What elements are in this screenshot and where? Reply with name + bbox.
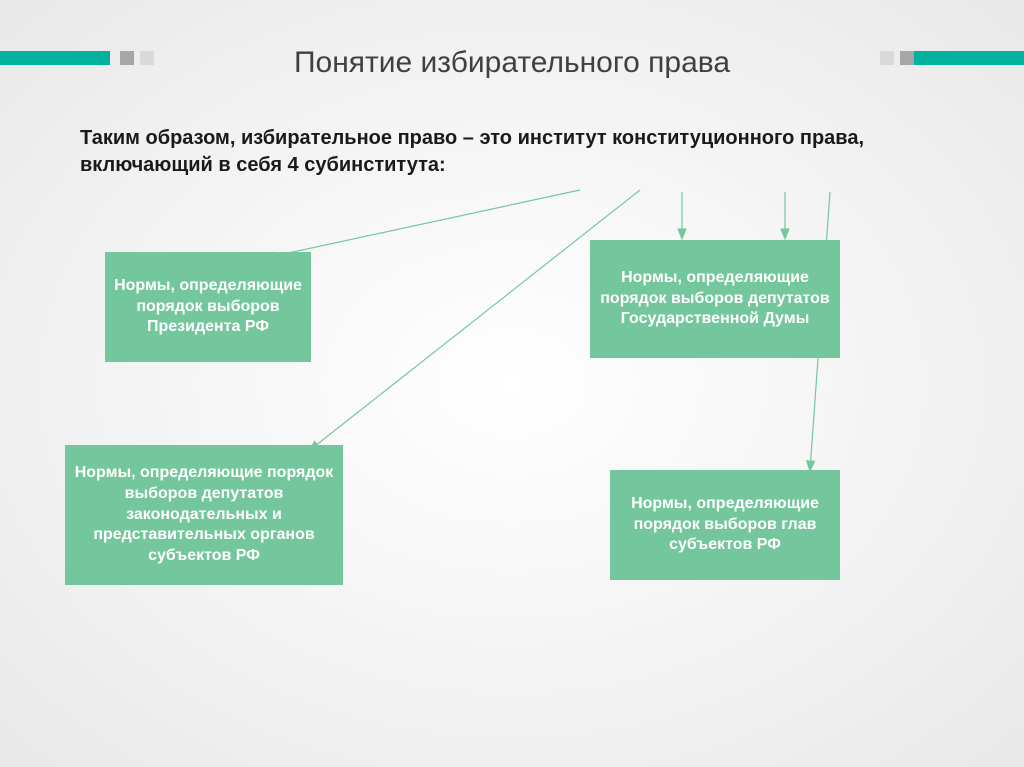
node-regional-legislature-elections: Нормы, определяющие порядок выборов депу… [65, 445, 343, 585]
node-duma-elections: Нормы, определяющие порядок выборов депу… [590, 240, 840, 358]
arrow-layer [0, 0, 1024, 767]
intro-text: Таким образом, избирательное право – это… [80, 125, 880, 179]
slide-title: Понятие избирательного права [0, 46, 1024, 80]
node-president-elections: Нормы, определяющие порядок выборов През… [105, 252, 311, 362]
node-regional-head-elections: Нормы, определяющие порядок выборов глав… [610, 470, 840, 580]
